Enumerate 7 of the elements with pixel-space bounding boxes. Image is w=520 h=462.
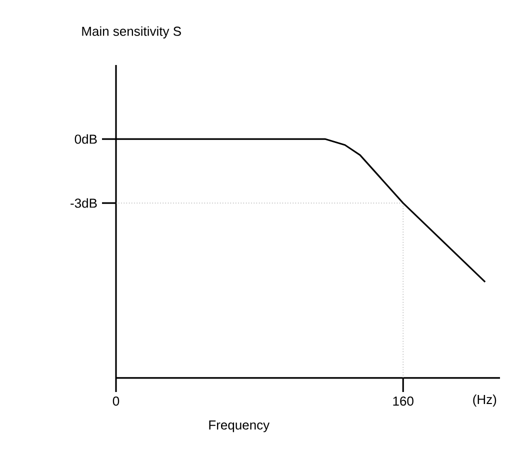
y-tick-label: 0dB [74, 134, 97, 144]
y-axis-title: Main sensitivity S [82, 26, 181, 38]
x-tick-label: 0 [112, 396, 120, 406]
x-tick-label: 160 [393, 396, 414, 406]
text: (Hz) [473, 394, 496, 407]
y-tick-label: -3dB [70, 198, 97, 208]
x-axis-title: Frequency [209, 420, 270, 432]
